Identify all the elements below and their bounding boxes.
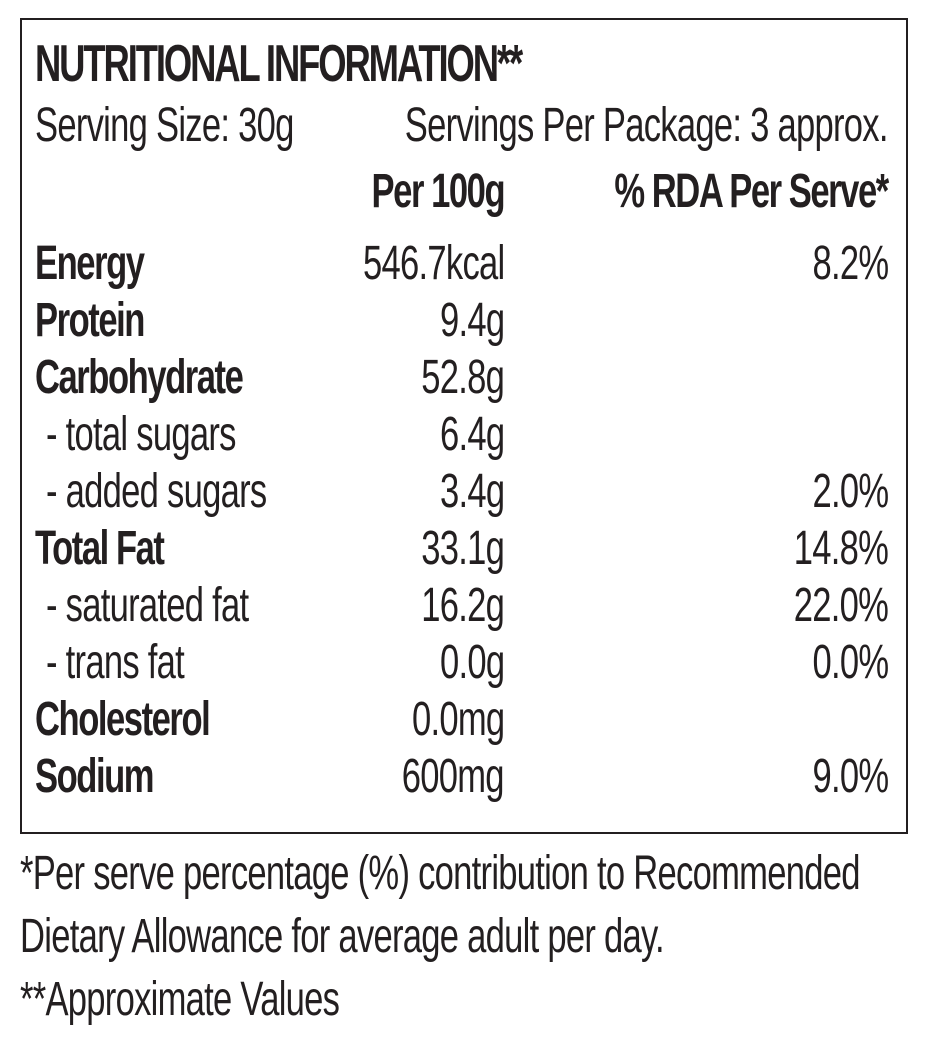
rda-value: 14.8% xyxy=(793,522,889,575)
per-100g-value: 52.8g xyxy=(421,351,505,404)
nutrient-row-carbohydrate: Carbohydrate 52.8g xyxy=(22,354,906,411)
nutrient-name: Energy xyxy=(35,237,145,290)
nutrient-name: Sodium xyxy=(35,750,155,803)
nutrient-name: Total Fat xyxy=(35,522,165,575)
per-100g-header: Per 100g xyxy=(371,165,505,218)
nutrient-name: - trans fat xyxy=(46,636,185,689)
nutrient-name: Protein xyxy=(35,294,145,347)
panel-title: NUTRITIONAL INFORMATION** xyxy=(35,35,523,93)
per-100g-value: 3.4g xyxy=(439,465,505,518)
nutrient-name: - saturated fat xyxy=(46,579,249,632)
rda-value: 9.0% xyxy=(812,750,889,803)
servings-per-package: Servings Per Package: 3 approx. xyxy=(405,99,889,152)
nutrient-row-total-fat: Total Fat 33.1g 14.8% xyxy=(22,525,906,582)
rda-value: 0.0% xyxy=(812,636,889,689)
per-100g-value: 6.4g xyxy=(439,408,505,461)
per-100g-value: 546.7kcal xyxy=(362,237,505,290)
nutrient-row-cholesterol: Cholesterol 0.0mg xyxy=(22,696,906,753)
rda-header: % RDA Per Serve* xyxy=(614,165,890,218)
nutrient-row-saturated-fat: - saturated fat 16.2g 22.0% xyxy=(22,582,906,639)
nutrient-name: - total sugars xyxy=(46,408,236,461)
per-100g-value: 0.0mg xyxy=(411,693,505,746)
per-100g-value: 0.0g xyxy=(439,636,505,689)
per-100g-value: 9.4g xyxy=(439,294,505,347)
column-header-row: Per 100g % RDA Per Serve* xyxy=(22,168,906,225)
footnote-approximate: **Approximate Values xyxy=(20,973,340,1026)
nutrition-panel: NUTRITIONAL INFORMATION** Serving Size: … xyxy=(20,18,908,834)
rda-value: 22.0% xyxy=(793,579,889,632)
nutrient-name: - added sugars xyxy=(46,465,267,518)
footnote-rda: *Per serve percentage (%) contribution t… xyxy=(20,847,860,900)
nutrient-row-protein: Protein 9.4g xyxy=(22,297,906,354)
nutrient-row-added-sugars: - added sugars 3.4g 2.0% xyxy=(22,468,906,525)
nutrient-row-energy: Energy 546.7kcal 8.2% xyxy=(22,240,906,297)
nutrient-row-sodium: Sodium 600mg 9.0% xyxy=(22,753,906,810)
nutrient-row-trans-fat: - trans fat 0.0g 0.0% xyxy=(22,639,906,696)
per-100g-value: 33.1g xyxy=(421,522,505,575)
rda-value: 2.0% xyxy=(812,465,889,518)
nutrient-name: Cholesterol xyxy=(35,693,211,746)
serving-size: Serving Size: 30g xyxy=(35,99,294,152)
footnotes: *Per serve percentage (%) contribution t… xyxy=(20,850,920,1039)
serving-info-row: Serving Size: 30g Servings Per Package: … xyxy=(22,102,906,159)
nutrient-name: Carbohydrate xyxy=(35,351,244,404)
footnote-rda-continued: Dietary Allowance for average adult per … xyxy=(20,910,665,963)
per-100g-value: 16.2g xyxy=(421,579,505,632)
nutrient-row-total-sugars: - total sugars 6.4g xyxy=(22,411,906,468)
per-100g-value: 600mg xyxy=(401,750,505,803)
rda-value: 8.2% xyxy=(812,237,889,290)
